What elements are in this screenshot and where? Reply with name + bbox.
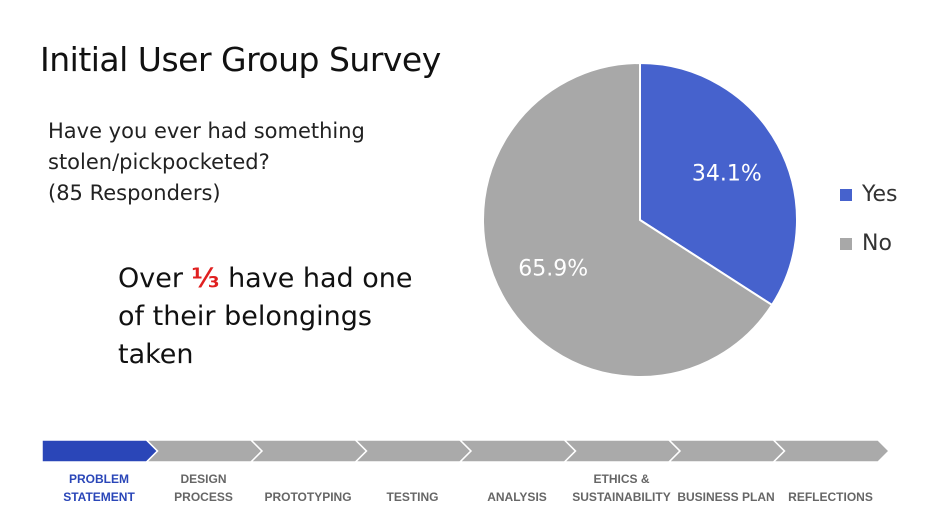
progress-step-label: PROBLEM STATEMENT [47, 470, 151, 506]
progress-step-chevron [458, 439, 577, 463]
takeaway-text: have had one [219, 263, 413, 294]
progress-step-label: PROTOTYPING [256, 470, 360, 506]
progress-step-label-line: TESTING [386, 490, 439, 504]
progress-step-label-line [361, 470, 465, 488]
progress-step-label-line: BUSINESS PLAN [677, 490, 775, 504]
question-line: stolen/pickpocketed? [48, 150, 270, 174]
progress-step-chevron [562, 439, 682, 463]
progress-step-label: ANALYSIS [465, 470, 569, 506]
chart-legend: Yes No [840, 170, 898, 268]
progress-step-label-line [779, 470, 883, 488]
progress-step-label-line: ETHICS & [593, 472, 650, 486]
progress-step-label: REFLECTIONS [779, 470, 883, 506]
legend-swatch [840, 237, 852, 250]
section-progress-bar [42, 439, 891, 463]
progress-step-label-line: SUSTAINABILITY [572, 490, 671, 504]
pie-chart: 34.1% 65.9% [482, 61, 798, 378]
progress-step-chevron [249, 439, 368, 463]
progress-step-label: DESIGN PROCESS [152, 470, 256, 506]
progress-step-label-line [465, 470, 569, 488]
progress-step-label-line: PROBLEM [69, 472, 129, 486]
question-line: Have you ever had something [48, 119, 365, 143]
survey-question: Have you ever had something stolen/pickp… [48, 116, 365, 209]
progress-step-label-line: STATEMENT [63, 490, 135, 504]
progress-step-label-line [674, 470, 778, 488]
pie-slice-no [482, 61, 774, 378]
progress-step-chevron [771, 439, 891, 463]
takeaway-text: Over [118, 263, 192, 294]
legend-item-yes: Yes [840, 170, 898, 219]
section-labels: PROBLEM STATEMENT DESIGN PROCESS PROTOTYPING… [42, 470, 892, 510]
legend-item-no: No [840, 219, 898, 268]
progress-step-label: BUSINESS PLAN [674, 470, 778, 506]
legend-swatch [840, 188, 852, 201]
pie-data-label: 65.9% [518, 256, 588, 281]
pie-data-label: 34.1% [692, 162, 762, 187]
progress-step-label-line: PROCESS [174, 490, 233, 504]
takeaway-line: of their belongings [118, 301, 372, 332]
takeaway-line: taken [118, 339, 194, 370]
legend-label: Yes [862, 182, 898, 207]
fraction-highlight: ⅓ [191, 263, 220, 294]
progress-step-chevron [353, 439, 473, 463]
legend-label: No [862, 231, 892, 256]
progress-step-chevron [144, 439, 264, 463]
responder-count: (85 Responders) [48, 181, 221, 205]
progress-step-label: ETHICS & SUSTAINABILITY [570, 470, 674, 506]
takeaway-line: Over ⅓ have had one [118, 260, 413, 298]
progress-step-label-line: REFLECTIONS [788, 490, 873, 504]
progress-step-label-line: ANALYSIS [487, 490, 547, 504]
key-takeaway: Over ⅓ have had one of their belongings … [118, 260, 413, 374]
slide-title: Initial User Group Survey [40, 40, 441, 79]
progress-step-label-line [256, 470, 360, 488]
progress-step-label-line: DESIGN [180, 472, 227, 486]
progress-step-label: TESTING [361, 470, 465, 506]
progress-step-label-line: PROTOTYPING [264, 490, 352, 504]
progress-step-chevron [667, 439, 786, 463]
progress-step-chevron [42, 439, 159, 463]
